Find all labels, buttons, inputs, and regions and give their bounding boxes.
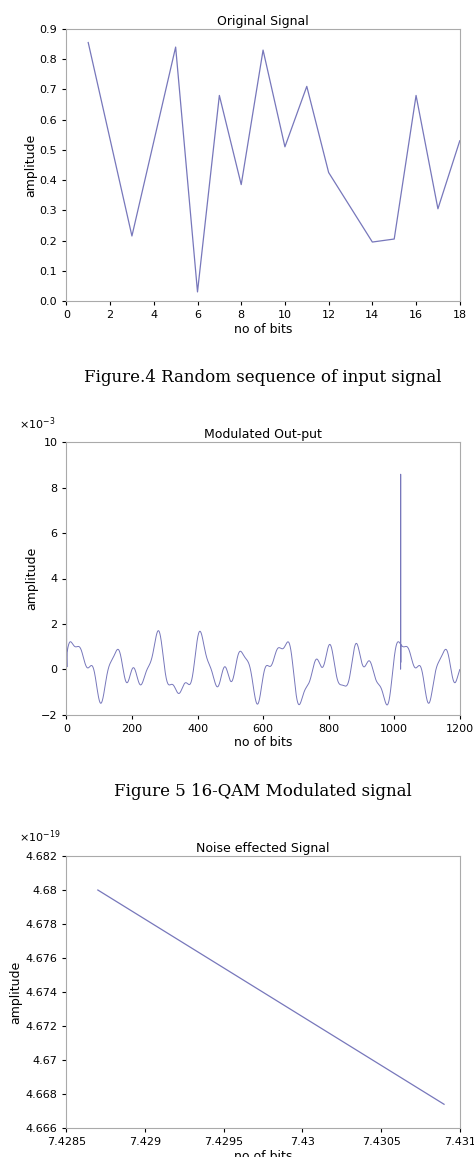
- Title: Noise effected Signal: Noise effected Signal: [196, 842, 330, 855]
- X-axis label: no of bits: no of bits: [234, 323, 292, 336]
- X-axis label: no of bits: no of bits: [234, 736, 292, 750]
- Title: Modulated Out-put: Modulated Out-put: [204, 428, 322, 441]
- Text: Figure.4 Random sequence of input signal: Figure.4 Random sequence of input signal: [84, 369, 442, 386]
- Text: $\times 10^{-19}$: $\times 10^{-19}$: [19, 828, 61, 845]
- Text: Figure 5 16-QAM Modulated signal: Figure 5 16-QAM Modulated signal: [114, 782, 412, 799]
- Y-axis label: amplitude: amplitude: [25, 547, 38, 610]
- Text: $\times 10^{-3}$: $\times 10^{-3}$: [19, 415, 55, 432]
- X-axis label: no of bits: no of bits: [234, 1150, 292, 1157]
- Y-axis label: amplitude: amplitude: [24, 133, 37, 197]
- Title: Original Signal: Original Signal: [217, 15, 309, 28]
- Y-axis label: amplitude: amplitude: [9, 960, 23, 1024]
